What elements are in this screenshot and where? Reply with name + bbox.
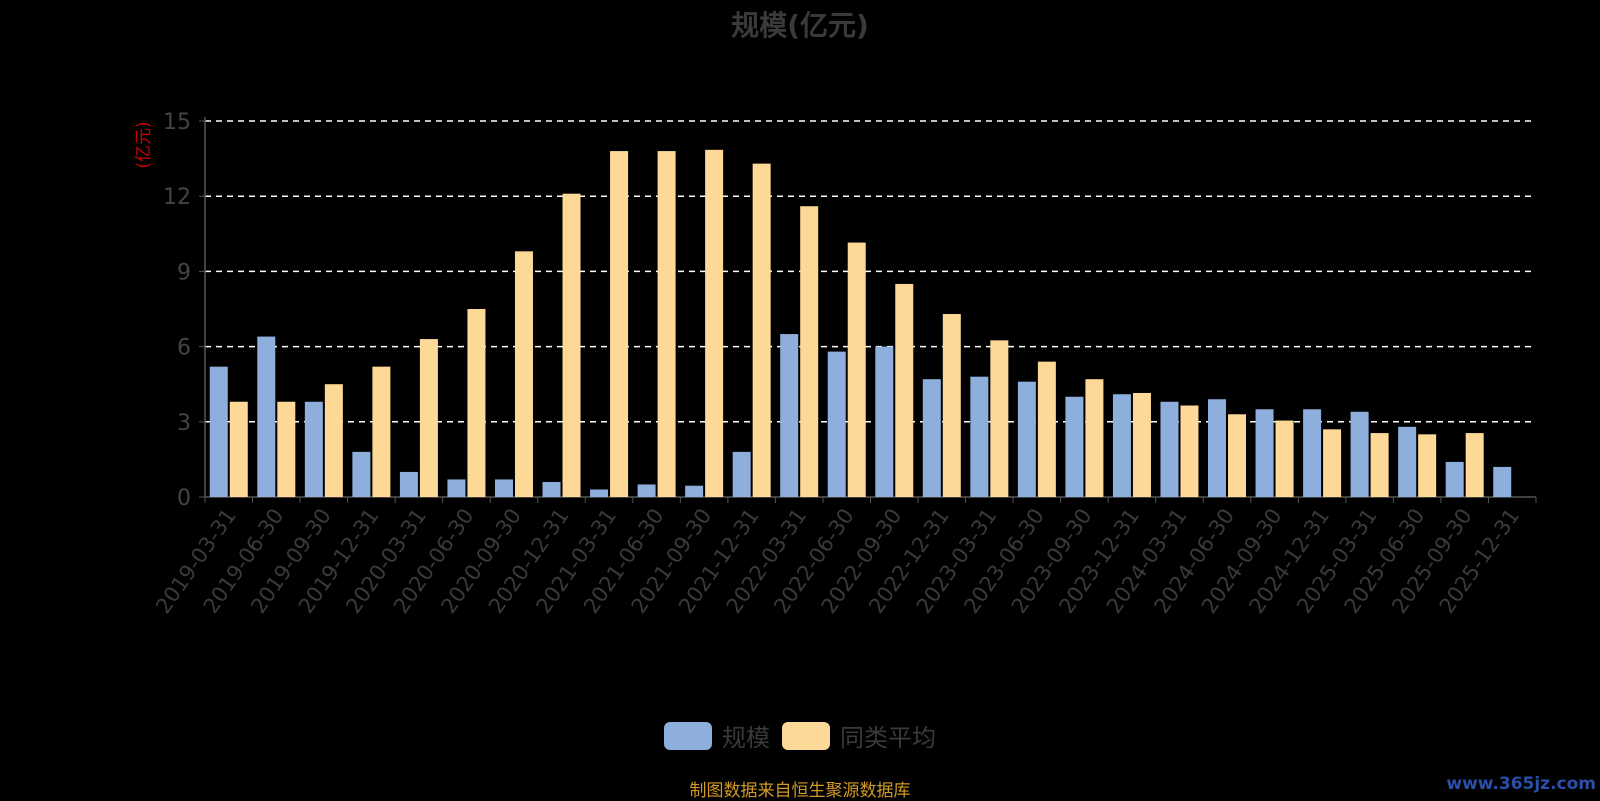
legend-item-scale[interactable]: 规模 bbox=[664, 718, 770, 753]
bar-peer-average bbox=[467, 309, 486, 497]
y-tick-label: 9 bbox=[177, 260, 191, 285]
bar-scale bbox=[780, 334, 799, 497]
y-tick-label: 15 bbox=[163, 110, 191, 135]
bar-peer-average bbox=[1323, 429, 1342, 497]
bar-scale bbox=[1017, 381, 1036, 497]
bar-scale bbox=[875, 346, 894, 497]
bar-scale bbox=[399, 471, 418, 497]
bar-scale bbox=[1255, 409, 1274, 497]
bar-peer-average bbox=[1132, 392, 1151, 497]
y-axis-label: (亿元) bbox=[134, 121, 154, 168]
y-tick-label: 6 bbox=[177, 336, 191, 361]
bar-scale bbox=[1445, 461, 1464, 497]
data-source-note: 制图数据来自恒生聚源数据库 bbox=[689, 781, 911, 801]
bar-peer-average bbox=[324, 384, 343, 497]
bar-peer-average bbox=[229, 401, 248, 497]
legend-swatch-peer-average bbox=[782, 721, 830, 750]
bar-scale bbox=[827, 351, 846, 497]
watermark: www.365jz.com bbox=[1446, 774, 1596, 794]
bar-scale bbox=[447, 479, 466, 497]
bar-scale bbox=[1208, 399, 1227, 497]
bar-scale bbox=[1160, 401, 1179, 497]
bar-scale bbox=[1493, 466, 1512, 497]
bar-scale bbox=[1303, 409, 1322, 497]
bar-peer-average bbox=[1180, 405, 1199, 497]
bar-scale bbox=[352, 451, 371, 497]
bar-scale bbox=[542, 481, 561, 497]
bar-scale bbox=[590, 489, 609, 497]
bar-peer-average bbox=[514, 251, 533, 497]
chart-title: 规模(亿元) bbox=[731, 9, 869, 42]
bar-peer-average bbox=[1228, 414, 1247, 497]
y-tick-label: 0 bbox=[177, 486, 191, 511]
bar-peer-average bbox=[1370, 433, 1389, 497]
bar-peer-average bbox=[610, 151, 629, 497]
bar-peer-average bbox=[562, 193, 581, 497]
bar-peer-average bbox=[1418, 434, 1437, 497]
bar-peer-average bbox=[1465, 433, 1484, 497]
bar-peer-average bbox=[277, 401, 296, 497]
bar-peer-average bbox=[942, 314, 961, 497]
bar-peer-average bbox=[847, 242, 866, 497]
bar-scale bbox=[637, 484, 656, 497]
bar-scale bbox=[494, 479, 513, 497]
bar-peer-average bbox=[895, 283, 914, 497]
bar-peer-average bbox=[705, 149, 724, 497]
bar-peer-average bbox=[657, 151, 676, 497]
bar-peer-average bbox=[752, 163, 771, 497]
bar-scale bbox=[257, 336, 276, 497]
bar-scale bbox=[685, 485, 704, 497]
legend-swatch-scale bbox=[664, 721, 712, 750]
bar-scale bbox=[1350, 411, 1369, 497]
y-tick-label: 3 bbox=[177, 411, 191, 436]
y-tick-label: 12 bbox=[163, 185, 191, 210]
bar-scale bbox=[1112, 394, 1131, 497]
bar-peer-average bbox=[372, 366, 391, 497]
bar-scale bbox=[1065, 396, 1084, 497]
bar-peer-average bbox=[800, 206, 819, 497]
bar-scale bbox=[732, 451, 751, 497]
legend: 规模 同类平均 bbox=[0, 718, 1600, 753]
bar-scale bbox=[970, 376, 989, 497]
legend-label-peer-average: 同类平均 bbox=[840, 724, 936, 752]
bar-scale bbox=[209, 366, 228, 497]
legend-item-peer-average[interactable]: 同类平均 bbox=[782, 718, 936, 753]
bar-scale bbox=[1398, 426, 1417, 497]
bar-scale bbox=[304, 401, 323, 497]
bar-peer-average bbox=[990, 340, 1009, 497]
bar-scale bbox=[922, 379, 941, 497]
bar-peer-average bbox=[1037, 361, 1056, 497]
bar-peer-average bbox=[1275, 420, 1294, 497]
bar-peer-average bbox=[419, 339, 438, 497]
legend-label-scale: 规模 bbox=[722, 724, 770, 752]
bar-peer-average bbox=[1085, 379, 1104, 497]
